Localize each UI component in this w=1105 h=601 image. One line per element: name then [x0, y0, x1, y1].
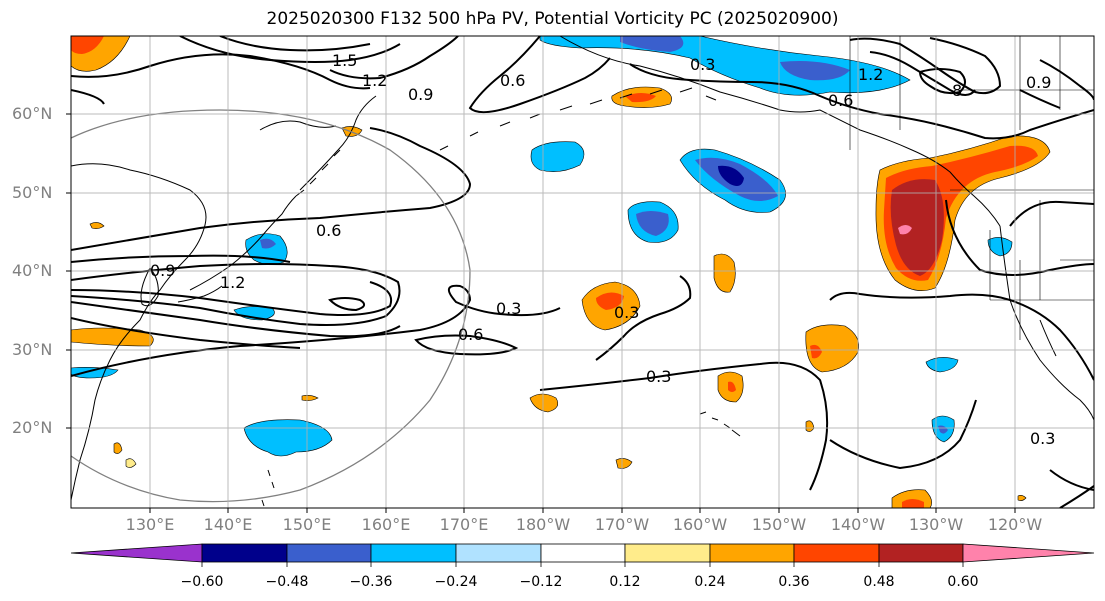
- contour-label: 0.3: [690, 55, 715, 74]
- gridlines: [71, 36, 1094, 508]
- alaska-coastline: [559, 36, 1001, 227]
- lon-label-170e: 170°E: [439, 515, 489, 534]
- lon-label-180w: 180°W: [515, 515, 571, 534]
- contour-label: 0.9: [1026, 73, 1051, 92]
- colorbar-tick-label: 0.36: [778, 574, 810, 590]
- colorbar-tick-label: 0.12: [609, 574, 641, 590]
- colorbar-tick-label: 0.48: [863, 574, 895, 590]
- colorbar-tick-label: −0.60: [180, 574, 224, 590]
- lat-label-50n: 50°N: [12, 183, 53, 202]
- contour-label: 1.2: [858, 65, 883, 84]
- pv-negative-20n-150e: [243, 419, 333, 457]
- contour-label: 0.9: [150, 261, 175, 280]
- pv-anomaly-fill: [71, 36, 1051, 508]
- colorbar-segment: [370, 543, 457, 563]
- pv-positive-40n-155w: [713, 253, 736, 293]
- pv-negative-41n-118w: [987, 237, 1013, 257]
- lon-label-140e: 140°E: [203, 515, 253, 534]
- lat-label-20n: 20°N: [12, 418, 53, 437]
- colorbar-tick-label: −0.24: [434, 574, 478, 590]
- canada-borders: [849, 36, 1094, 150]
- contour-label: 0.3: [646, 367, 671, 386]
- contour-label: 0.6: [500, 71, 525, 90]
- contour-label: 0.3: [614, 303, 639, 322]
- lon-label-160e: 160°E: [361, 515, 411, 534]
- contour-label: 0.9: [408, 85, 433, 104]
- colorbar-segment: [878, 543, 964, 563]
- pv-positive-22n-178w: [529, 393, 559, 413]
- contour-label: 0.3: [496, 299, 521, 318]
- colorbar-segment: [286, 543, 372, 563]
- lon-label-160w: 160°W: [672, 515, 728, 534]
- contour-label: 8: [952, 81, 962, 100]
- colorbar: [70, 543, 1095, 567]
- colorbar-tick-label: 0.60: [947, 574, 979, 590]
- kamchatka-coastline: [259, 95, 377, 191]
- japan-coastline: [177, 195, 297, 303]
- contour-label: 1.2: [362, 71, 387, 90]
- lat-label-40n: 40°N: [12, 261, 53, 280]
- mariana-islands: [261, 469, 275, 507]
- colorbar-tick-label: −0.36: [349, 574, 393, 590]
- contour-label: 1.2: [220, 273, 245, 292]
- asia-coastline: [71, 163, 207, 501]
- pv-negative-36n-127w: [925, 357, 959, 373]
- plot-frame: [70, 35, 1095, 509]
- tick-marks: [66, 113, 1016, 513]
- kuril-islands: [295, 149, 341, 197]
- lon-label-150e: 150°E: [282, 515, 332, 534]
- colorbar-segment: [709, 543, 795, 563]
- lon-label-120w: 120°W: [987, 515, 1043, 534]
- colorbar-segment: [201, 543, 288, 563]
- lat-label-60n: 60°N: [12, 104, 53, 123]
- colorbar-tick-label: −0.12: [519, 574, 563, 590]
- lon-label-130w: 130°W: [908, 515, 964, 534]
- lon-label-130e: 130°E: [125, 515, 175, 534]
- region-circle: [71, 109, 471, 503]
- pv-negative-55n-175w: [530, 141, 585, 172]
- lon-label-140w: 140°W: [830, 515, 886, 534]
- colorbar-tick-label: −0.48: [265, 574, 309, 590]
- aleutian-islands: [439, 87, 717, 151]
- pv-negative-north-band: [539, 36, 911, 96]
- lon-label-170w: 170°W: [594, 515, 650, 534]
- colorbar-segment: [793, 543, 880, 563]
- pv-contours: [71, 36, 1094, 508]
- contour-label: 0.6: [458, 325, 483, 344]
- colorbar-segment: [455, 543, 542, 563]
- north-america-coastline: [999, 225, 1094, 421]
- colorbar-extend-high: [962, 543, 1095, 563]
- colorbar-tick-label: 0.24: [694, 574, 726, 590]
- contour-labels: 1.5 1.2 0.9 0.6 0.3 0.6 0.9 1.2 0.3 0.6 …: [150, 51, 1055, 448]
- lat-label-30n: 30°N: [12, 340, 53, 359]
- contour-label: 0.3: [1030, 429, 1055, 448]
- map-title: 2025020300 F132 500 hPa PV, Potential Vo…: [266, 9, 839, 29]
- colorbar-extend-low: [70, 543, 203, 563]
- pv-positive-32n-128e: [71, 327, 154, 347]
- contour-label: 0.6: [828, 91, 853, 110]
- contour-label: 0.6: [316, 221, 341, 240]
- pv-negative-27n-128e: [71, 367, 119, 379]
- colorbar-segment: [624, 543, 711, 563]
- hawaii-islands: [699, 411, 741, 437]
- lon-label-150w: 150°W: [751, 515, 807, 534]
- us-state-borders: [950, 189, 1094, 340]
- colorbar-segment: [540, 543, 626, 563]
- contour-label: 1.5: [332, 51, 357, 70]
